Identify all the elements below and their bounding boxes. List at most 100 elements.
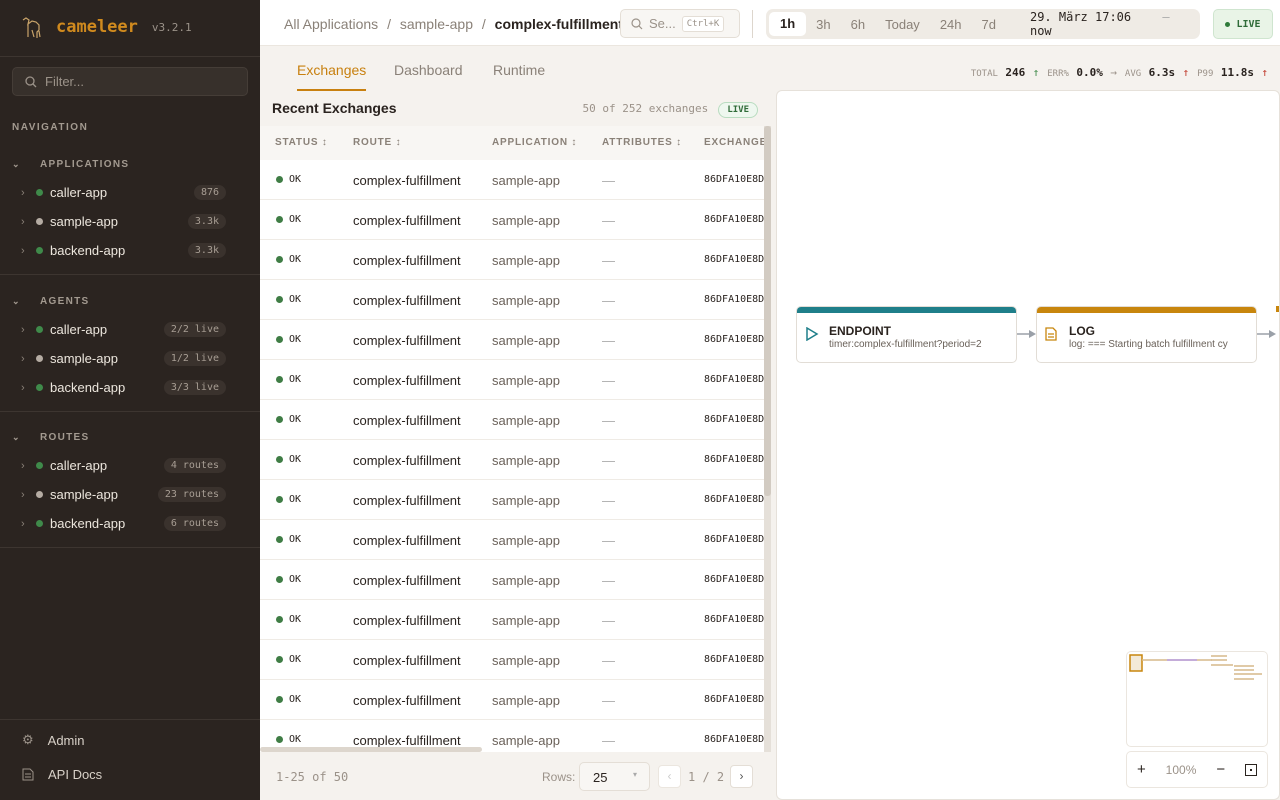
- status-dot-icon: [36, 462, 43, 469]
- route-cell: complex-fulfillment: [353, 253, 461, 268]
- exchange-id-cell: 86DFA10E8D: [704, 214, 765, 225]
- rows-per-page-select[interactable]: 25 ▾: [579, 762, 650, 791]
- status-dot-icon: [276, 416, 283, 423]
- table-row[interactable]: OK complex-fulfillment sample-app — 86DFA10E…: [260, 680, 765, 720]
- sidebar-section-agents: ⌄ AGENTS › caller-app 2/2 live › sample-app 1/2…: [0, 287, 260, 402]
- table-row[interactable]: OK complex-fulfillment sample-app — 86DFA10E…: [260, 640, 765, 680]
- table-row[interactable]: OK complex-fulfillment sample-app — 86DFA10E…: [260, 320, 765, 360]
- table-row[interactable]: OK complex-fulfillment sample-app — 86DFA10E…: [260, 160, 765, 200]
- vertical-scrollbar[interactable]: [764, 126, 771, 754]
- exchange-id-cell: 86DFA10E8D: [704, 654, 765, 665]
- route-cell: complex-fulfillment: [353, 733, 461, 748]
- table-row[interactable]: OK complex-fulfillment sample-app — 86DFA10E…: [260, 400, 765, 440]
- range-6h[interactable]: 6h: [850, 16, 866, 32]
- table-row[interactable]: OK complex-fulfillment sample-app — 86DFA10E…: [260, 520, 765, 560]
- section-header[interactable]: ⌄ AGENTS: [0, 287, 260, 315]
- trend-arrow-icon: →: [1110, 66, 1117, 79]
- minimap-preview: [1129, 654, 1262, 680]
- search-input[interactable]: Se... Ctrl+K: [620, 9, 740, 38]
- range-7d[interactable]: 7d: [981, 16, 996, 32]
- horizontal-scrollbar[interactable]: [260, 747, 482, 752]
- application-cell: sample-app: [492, 213, 560, 228]
- trend-arrow-icon: ↑: [1261, 66, 1268, 79]
- column-attributes[interactable]: ATTRIBUTES ↕: [602, 137, 682, 148]
- attributes-cell: —: [602, 733, 615, 748]
- table-row[interactable]: OK complex-fulfillment sample-app — 86DFA10E…: [260, 560, 765, 600]
- tab-dashboard[interactable]: Dashboard: [394, 62, 463, 78]
- status-cell: OK: [276, 374, 301, 385]
- next-page-button[interactable]: ›: [730, 765, 753, 788]
- table-row[interactable]: OK complex-fulfillment sample-app — 86DFA10E…: [260, 240, 765, 280]
- admin-link[interactable]: ⚙ Admin: [22, 732, 85, 748]
- tab-runtime[interactable]: Runtime: [493, 62, 546, 78]
- kpi-value: 6.3s: [1148, 66, 1176, 79]
- sidebar: cameleer v3.2.1 Filter... NAVIGATION ⌄ AP…: [0, 0, 260, 800]
- application-cell: sample-app: [492, 533, 560, 548]
- status-dot-icon: [276, 696, 283, 703]
- camel-icon: [22, 17, 41, 38]
- breadcrumb-separator: /: [387, 16, 391, 32]
- column-route[interactable]: ROUTE ↕: [353, 137, 402, 148]
- fit-view-button[interactable]: [1245, 763, 1258, 776]
- breadcrumb-all-applications[interactable]: All Applications: [284, 16, 379, 32]
- sidebar-section-routes: ⌄ ROUTES › caller-app 4 routes › sample-app 23 …: [0, 423, 260, 538]
- tab-exchanges[interactable]: Exchanges: [297, 62, 367, 91]
- table-row[interactable]: OK complex-fulfillment sample-app — 86DFA10E…: [260, 200, 765, 240]
- table-row[interactable]: OK complex-fulfillment sample-app — 86DFA10E…: [260, 360, 765, 400]
- route-cell: complex-fulfillment: [353, 533, 461, 548]
- prev-page-button[interactable]: ‹: [658, 765, 681, 788]
- sidebar-item-caller-app[interactable]: › caller-app 2/2 live: [0, 315, 260, 344]
- attributes-cell: —: [602, 173, 615, 188]
- api-docs-label: API Docs: [48, 767, 103, 782]
- column-application[interactable]: APPLICATION ↕: [492, 137, 578, 148]
- breadcrumb-app[interactable]: sample-app: [399, 16, 473, 32]
- table-row[interactable]: OK complex-fulfillment sample-app — 86DFA10E…: [260, 600, 765, 640]
- range-today[interactable]: Today: [885, 16, 920, 32]
- sidebar-item-backend-app[interactable]: › backend-app 6 routes: [0, 509, 260, 538]
- item-badge: 4 routes: [163, 458, 226, 473]
- section-header[interactable]: ⌄ ROUTES: [0, 423, 260, 451]
- sidebar-item-backend-app[interactable]: › backend-app 3/3 live: [0, 373, 260, 402]
- sidebar-item-sample-app[interactable]: › sample-app 3.3k: [0, 207, 260, 236]
- zoom-in-button[interactable]: +: [1136, 761, 1146, 778]
- panel-title: Recent Exchanges: [272, 100, 397, 116]
- exchange-id-cell: 86DFA10E8D: [704, 414, 765, 425]
- table-row[interactable]: OK complex-fulfillment sample-app — 86DFA10E…: [260, 440, 765, 480]
- table-row[interactable]: OK complex-fulfillment sample-app — 86DFA10E…: [260, 720, 765, 754]
- sidebar-item-caller-app[interactable]: › caller-app 876: [0, 178, 260, 207]
- route-diagram[interactable]: ENDPOINT timer:complex-fulfillment?perio…: [776, 90, 1280, 800]
- sidebar-item-caller-app[interactable]: › caller-app 4 routes: [0, 451, 260, 480]
- custom-range[interactable]: 29. März 17:06 — now: [1006, 10, 1197, 38]
- brand-name: cameleer: [56, 17, 138, 37]
- sidebar-item-backend-app[interactable]: › backend-app 3.3k: [0, 236, 260, 265]
- column-status[interactable]: STATUS ↕: [275, 137, 328, 148]
- table-row[interactable]: OK complex-fulfillment sample-app — 86DFA10E…: [260, 480, 765, 520]
- minimap[interactable]: [1126, 651, 1268, 747]
- route-cell: complex-fulfillment: [353, 573, 461, 588]
- status-cell: OK: [276, 214, 301, 225]
- status-dot-icon: [276, 496, 283, 503]
- live-toggle[interactable]: LIVE: [1213, 9, 1273, 39]
- range-3h[interactable]: 3h: [816, 16, 831, 32]
- sidebar-item-sample-app[interactable]: › sample-app 1/2 live: [0, 344, 260, 373]
- node-log[interactable]: LOG log: === Starting batch fulfillment …: [1036, 306, 1257, 363]
- logo[interactable]: cameleer v3.2.1: [20, 14, 192, 40]
- range-1h[interactable]: 1h: [769, 12, 807, 36]
- attributes-cell: —: [602, 213, 615, 228]
- zoom-out-button[interactable]: −: [1216, 761, 1226, 778]
- status-dot-icon: [276, 216, 283, 223]
- filter-input[interactable]: Filter...: [12, 67, 248, 96]
- arrow-icon: [1017, 330, 1036, 338]
- route-cell: complex-fulfillment: [353, 173, 461, 188]
- node-endpoint[interactable]: ENDPOINT timer:complex-fulfillment?perio…: [796, 306, 1017, 363]
- route-cell: complex-fulfillment: [353, 413, 461, 428]
- column-exchange[interactable]: EXCHANGE: [704, 137, 768, 148]
- api-docs-link[interactable]: API Docs: [22, 767, 102, 782]
- table-row[interactable]: OK complex-fulfillment sample-app — 86DFA10E…: [260, 280, 765, 320]
- range-24h[interactable]: 24h: [939, 16, 962, 32]
- application-cell: sample-app: [492, 693, 560, 708]
- status-cell: OK: [276, 734, 301, 745]
- sidebar-item-sample-app[interactable]: › sample-app 23 routes: [0, 480, 260, 509]
- section-header[interactable]: ⌄ APPLICATIONS: [0, 150, 260, 178]
- pagination: 1-25 of 50 Rows: 25 ▾ ‹ 1 / 2 ›: [260, 752, 772, 800]
